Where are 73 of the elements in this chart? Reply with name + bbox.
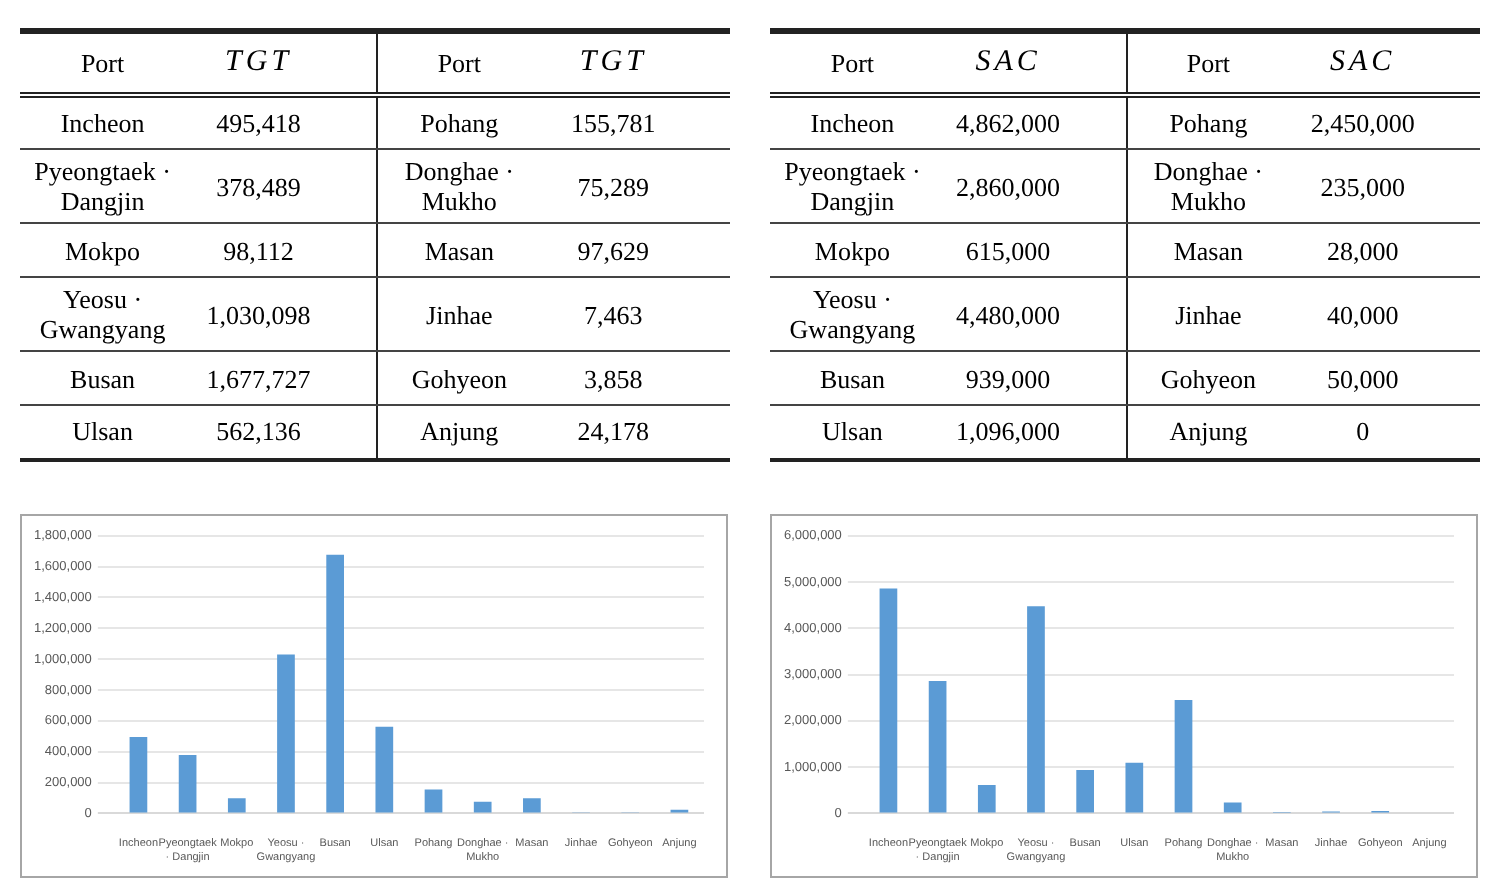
text: 495,418	[216, 108, 301, 138]
bar	[473, 801, 492, 813]
text: TGT	[579, 46, 647, 78]
text: Port	[1186, 48, 1231, 78]
bar	[523, 798, 541, 813]
category-label: Pyeongtaek · Dangjin	[770, 149, 935, 223]
category-label: Donghae · Mukho	[1126, 149, 1290, 223]
category-label: Masan	[377, 223, 541, 277]
text: TGT	[185, 31, 377, 95]
category-label: Pohang	[377, 95, 541, 149]
category-label: Anjung	[377, 405, 541, 459]
category-label: Jinhae	[1126, 277, 1290, 351]
text: Port	[770, 31, 935, 95]
category-label: Pohang	[1126, 95, 1290, 149]
bar	[178, 755, 197, 813]
text: 75,289	[577, 171, 650, 201]
text: 1,677,727	[206, 363, 311, 393]
bar	[129, 737, 148, 813]
category-label: Busan	[20, 351, 186, 405]
text: 4,862,000	[956, 108, 1061, 138]
text: SAC	[934, 31, 1127, 95]
text: 24,178	[577, 416, 650, 447]
text: 1,096,000	[956, 416, 1061, 447]
text: Port	[20, 31, 186, 95]
category-label: Donghae · Mukho	[377, 149, 541, 223]
category-label: Mokpo	[20, 223, 186, 277]
category-label: Pyeongtaek · Dangjin	[20, 149, 186, 223]
text: 2,450,000	[1310, 108, 1415, 138]
text: 40,000	[1326, 299, 1399, 329]
text: 50,000	[1326, 363, 1399, 393]
text: 3,858	[584, 363, 643, 393]
text: 4,480,000	[956, 299, 1061, 329]
text: 155,781	[571, 108, 656, 138]
bar	[424, 789, 443, 813]
category-label: Yeosu · Gwangyang	[770, 277, 935, 351]
category-label: Masan	[1126, 223, 1290, 277]
text: 7,463	[584, 299, 643, 329]
bar	[277, 654, 295, 813]
category-label: Yeosu · Gwangyang	[20, 277, 186, 351]
bar	[1125, 762, 1144, 813]
bar	[227, 798, 246, 813]
category-label: Mokpo	[770, 223, 935, 277]
text: 2,860,000	[956, 171, 1061, 201]
bar	[977, 784, 996, 813]
text: 939,000	[965, 363, 1051, 393]
text: 1,030,098	[206, 299, 311, 329]
bar	[375, 726, 394, 813]
text: 28,000	[1326, 235, 1399, 265]
category-label: Incheon	[770, 95, 935, 149]
category-label: Incheon	[20, 95, 186, 149]
bar	[1223, 802, 1242, 813]
text: 615,000	[965, 235, 1051, 265]
bar	[1174, 700, 1193, 813]
text: Port	[437, 48, 481, 78]
category-label: Gohyeon	[377, 351, 541, 405]
bar	[326, 554, 344, 813]
bar	[928, 681, 947, 813]
category-label: Ulsan	[770, 405, 935, 459]
text: 97,629	[577, 235, 650, 265]
bar	[1027, 606, 1045, 813]
text: 378,489	[216, 171, 301, 201]
text: 235,000	[1320, 171, 1405, 201]
bar	[1076, 769, 1094, 813]
category-label: Ulsan	[20, 405, 186, 459]
category-label: Anjung	[1126, 405, 1290, 459]
category-label: Gohyeon	[1126, 351, 1290, 405]
category-label: Busan	[770, 351, 935, 405]
text: 562,136	[216, 416, 301, 447]
category-label: Jinhae	[377, 277, 541, 351]
text: 0	[1356, 416, 1370, 447]
text: 98,112	[223, 235, 294, 265]
bar	[879, 588, 898, 813]
text: SAC	[1330, 46, 1396, 78]
